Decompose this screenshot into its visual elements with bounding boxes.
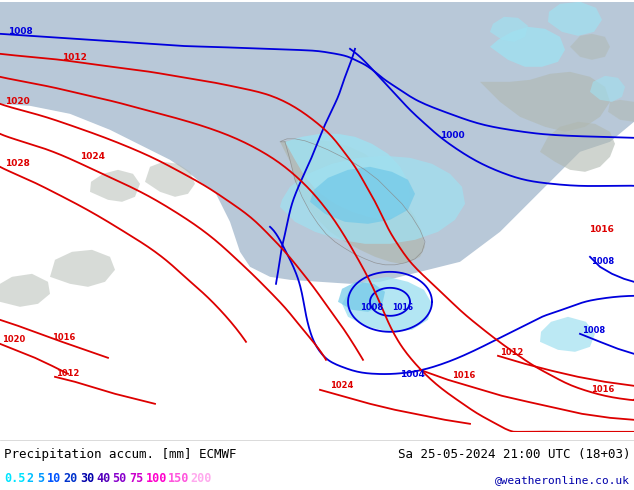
Polygon shape bbox=[50, 250, 115, 287]
Text: 30: 30 bbox=[80, 472, 94, 486]
Text: 1016: 1016 bbox=[591, 385, 614, 394]
Polygon shape bbox=[590, 76, 625, 102]
Polygon shape bbox=[285, 134, 410, 220]
Text: 1000: 1000 bbox=[440, 131, 465, 140]
Text: 50: 50 bbox=[113, 472, 127, 486]
Text: 1008: 1008 bbox=[8, 27, 33, 36]
Text: 1024: 1024 bbox=[80, 152, 105, 161]
Text: 1016: 1016 bbox=[452, 371, 476, 380]
Polygon shape bbox=[490, 17, 528, 42]
Polygon shape bbox=[0, 2, 634, 284]
Polygon shape bbox=[338, 282, 385, 312]
Polygon shape bbox=[480, 72, 610, 132]
Text: 5: 5 bbox=[37, 472, 44, 486]
Polygon shape bbox=[548, 2, 602, 36]
Text: 40: 40 bbox=[96, 472, 110, 486]
Text: 1028: 1028 bbox=[5, 159, 30, 169]
Text: 1012: 1012 bbox=[62, 53, 87, 62]
Polygon shape bbox=[310, 167, 415, 224]
Text: 20: 20 bbox=[63, 472, 77, 486]
Text: 1020: 1020 bbox=[2, 335, 25, 344]
Polygon shape bbox=[608, 100, 634, 122]
Text: 1008: 1008 bbox=[591, 257, 614, 266]
Text: 2: 2 bbox=[27, 472, 34, 486]
Text: 1012: 1012 bbox=[500, 348, 524, 357]
Polygon shape bbox=[0, 274, 50, 307]
Text: 1012: 1012 bbox=[56, 369, 79, 378]
Text: 1008: 1008 bbox=[360, 303, 383, 312]
Text: @weatheronline.co.uk: @weatheronline.co.uk bbox=[495, 475, 630, 486]
Polygon shape bbox=[280, 140, 425, 264]
Text: 0.5: 0.5 bbox=[4, 472, 25, 486]
Polygon shape bbox=[570, 34, 610, 60]
Text: 1008: 1008 bbox=[582, 326, 605, 335]
Text: 1004: 1004 bbox=[400, 370, 425, 379]
Text: 100: 100 bbox=[145, 472, 167, 486]
Polygon shape bbox=[540, 317, 595, 352]
Text: Sa 25-05-2024 21:00 UTC (18+03): Sa 25-05-2024 21:00 UTC (18+03) bbox=[398, 448, 630, 461]
Text: 1020: 1020 bbox=[5, 98, 30, 106]
Polygon shape bbox=[90, 170, 140, 202]
Polygon shape bbox=[342, 277, 432, 332]
Text: 150: 150 bbox=[168, 472, 190, 486]
Text: 1016: 1016 bbox=[392, 303, 413, 312]
Text: Precipitation accum. [mm] ECMWF: Precipitation accum. [mm] ECMWF bbox=[4, 448, 236, 461]
Polygon shape bbox=[490, 27, 565, 67]
Text: 10: 10 bbox=[47, 472, 61, 486]
Text: 1024: 1024 bbox=[330, 381, 353, 390]
Text: 200: 200 bbox=[191, 472, 212, 486]
Polygon shape bbox=[280, 156, 465, 244]
Polygon shape bbox=[540, 122, 615, 172]
Text: 1016: 1016 bbox=[52, 333, 75, 342]
Polygon shape bbox=[145, 162, 195, 197]
Text: 75: 75 bbox=[129, 472, 143, 486]
Text: 1016: 1016 bbox=[589, 225, 614, 234]
